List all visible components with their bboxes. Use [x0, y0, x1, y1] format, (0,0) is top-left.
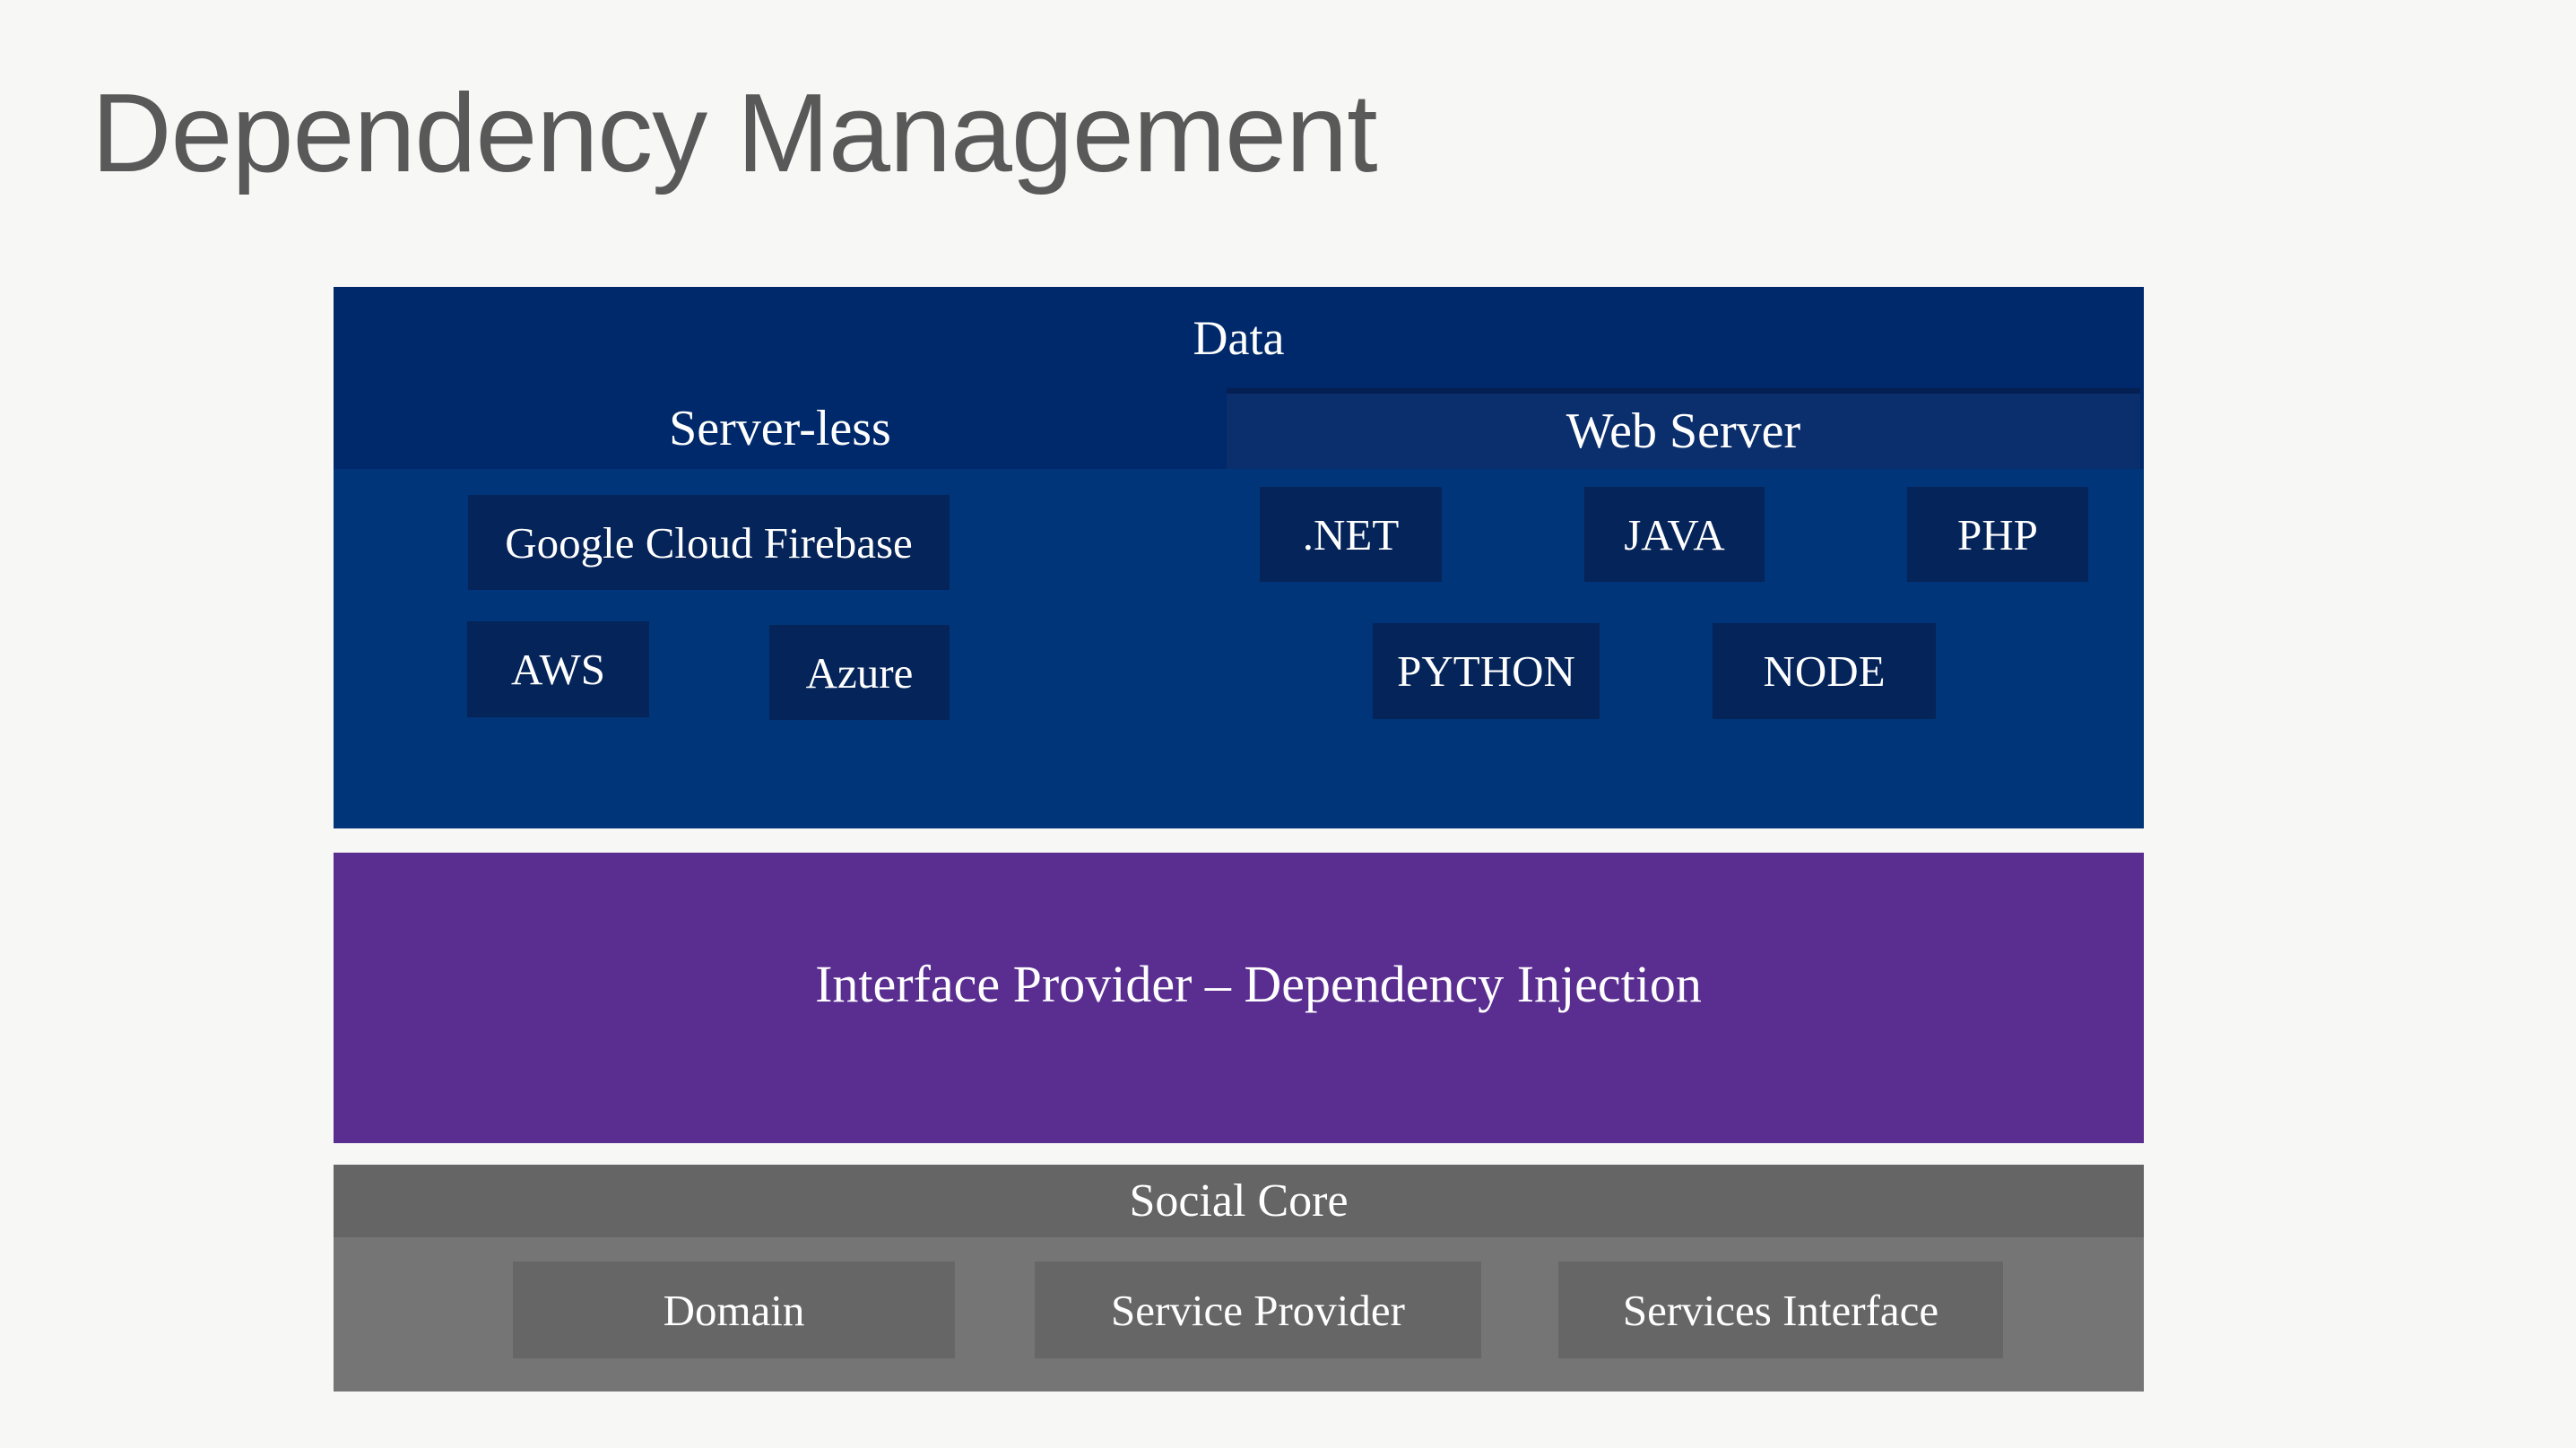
social-core-block: Social Core Domain Service Provider Serv…	[334, 1165, 2144, 1392]
interface-layer-block: Interface Provider – Dependency Injectio…	[334, 853, 2144, 1143]
chip-dotnet: .NET	[1260, 487, 1442, 582]
data-layer-title: Data	[1193, 310, 1285, 365]
serverless-section-title: Server-less	[669, 401, 891, 456]
data-layer-block: Data Server-less Web Server Google Cloud…	[334, 287, 2144, 828]
chip-python: PYTHON	[1373, 623, 1600, 719]
chip-java: JAVA	[1584, 487, 1765, 582]
page-title: Dependency Management	[91, 72, 1378, 195]
chip-service-provider: Service Provider	[1035, 1262, 1481, 1358]
data-layer-subheader-row: Server-less Web Server	[334, 388, 2144, 469]
chip-domain: Domain	[513, 1262, 955, 1358]
chip-azure: Azure	[769, 625, 950, 720]
data-layer-header-band: Data Server-less Web Server	[334, 287, 2144, 469]
interface-layer-title: Interface Provider – Dependency Injectio…	[815, 954, 1702, 1013]
chip-node: NODE	[1713, 623, 1936, 719]
web-server-section-title: Web Server	[1227, 388, 2140, 469]
chip-aws: AWS	[467, 621, 649, 717]
social-core-title: Social Core	[334, 1165, 2144, 1237]
chip-services-interface: Services Interface	[1558, 1262, 2003, 1358]
chip-php: PHP	[1907, 487, 2088, 582]
chip-google-cloud-firebase: Google Cloud Firebase	[468, 495, 950, 590]
